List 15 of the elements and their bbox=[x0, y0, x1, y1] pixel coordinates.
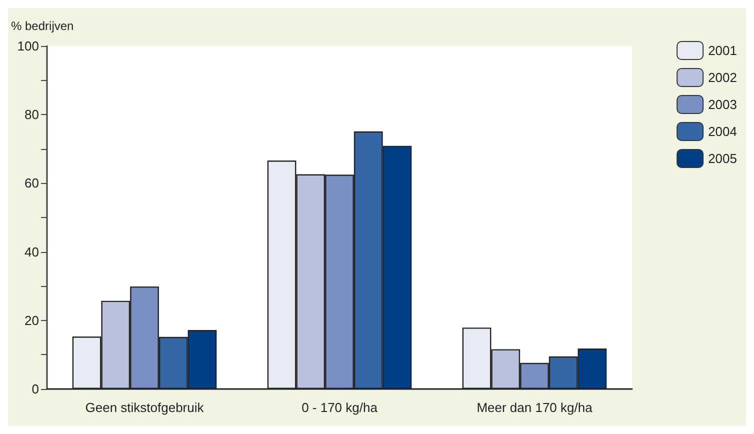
legend-label: 2005 bbox=[708, 151, 737, 166]
x-tick-label: 0 - 170 kg/ha bbox=[302, 400, 378, 415]
legend-label: 2004 bbox=[708, 124, 737, 139]
y-tick-label: 60 bbox=[24, 176, 39, 191]
x-tick-label: Geen stikstofgebruik bbox=[85, 400, 204, 415]
y-tick-label: 20 bbox=[24, 312, 39, 328]
x-tick-label: Meer dan 170 kg/ha bbox=[476, 400, 594, 415]
legend-label: 2003 bbox=[708, 97, 737, 112]
legend-label: 2001 bbox=[708, 43, 737, 58]
legend-label: 2002 bbox=[708, 70, 737, 85]
y-tick-label: 40 bbox=[24, 244, 39, 260]
y-tick-label: 80 bbox=[24, 107, 39, 122]
y-tick-label: 100 bbox=[17, 38, 39, 54]
y-tick-label: 0 bbox=[32, 382, 39, 396]
y-axis-title: % bedrijven bbox=[11, 19, 74, 33]
